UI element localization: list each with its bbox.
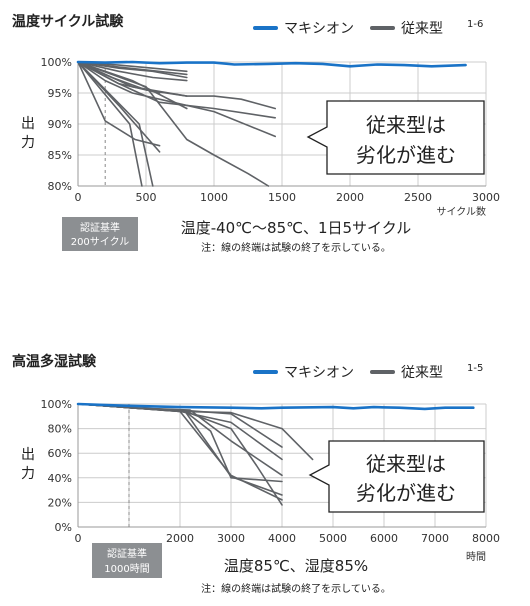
x-tick-label: 2500	[404, 191, 432, 204]
x-tick-label: 2000	[336, 191, 364, 204]
x-tick-label: 500	[136, 191, 157, 204]
y-tick-label: 80%	[48, 423, 72, 436]
y-axis-label-2: 力	[21, 466, 35, 482]
certification-label-2: 200サイクル	[71, 236, 130, 248]
chart-title: 温度サイクル試験	[12, 13, 124, 30]
series-line-conventional	[77, 403, 314, 461]
x-axis-unit-label: 時間	[466, 551, 486, 563]
series-line-conventional	[77, 61, 270, 187]
callout-bubble	[306, 100, 485, 175]
x-tick-label: 0	[75, 191, 82, 204]
legend-label-maxi: マキシオン	[284, 365, 354, 381]
y-tick-label: 60%	[48, 447, 72, 460]
y-tick-label: 95%	[48, 87, 72, 100]
callout-line-1: 従来型は	[366, 452, 446, 476]
x-tick-label: 4000	[268, 532, 296, 545]
series-line-maxi	[76, 60, 467, 68]
series-line-conventional	[77, 61, 188, 97]
x-tick-label: 6000	[370, 532, 398, 545]
x-tick-label: 1500	[268, 191, 296, 204]
axes: 80% 85% 90% 95% 100% 0 500 1000 1500 2000 2500 3000…	[41, 56, 500, 218]
legend-label-maxi: マキシオン	[284, 21, 354, 37]
y-axis-label-1: 出	[21, 447, 35, 463]
certification-box	[62, 217, 138, 251]
test-condition: 温度-40℃〜85℃、1日5サイクル	[181, 219, 412, 237]
callout-line-1: 従来型は	[366, 113, 446, 137]
certification-marker: 認証基準 200サイクル	[62, 217, 138, 251]
series-line-conventional	[77, 61, 143, 187]
certification-box	[92, 543, 162, 578]
series-line-conventional	[77, 61, 161, 147]
callout-bubble	[308, 440, 485, 513]
x-tick-label: 3000	[472, 191, 500, 204]
y-tick-label: 85%	[48, 149, 72, 162]
certification-marker: 認証基準 1000時間	[92, 543, 162, 578]
callout-line-2: 劣化が進む	[356, 481, 456, 505]
y-axis-label-2: 力	[21, 135, 35, 151]
x-tick-label: 8000	[472, 532, 500, 545]
certification-label-2: 1000時間	[104, 563, 149, 575]
y-tick-label: 100%	[41, 56, 72, 69]
chart-temperature-cycle: 温度サイクル試験 マキシオン 従来型 1-6 出 力 80% 85% 90% 95% 1…	[12, 13, 500, 254]
footnote: 注：線の終端は試験の終了を示している。	[201, 582, 391, 595]
x-tick-label: 7000	[421, 532, 449, 545]
legend-conv-superscript: 1-6	[467, 19, 483, 30]
callout: 従来型は 劣化が進む	[306, 100, 485, 175]
certification-label-1: 認証基準	[80, 221, 120, 234]
test-condition: 温度85℃、湿度85%	[224, 557, 368, 575]
y-tick-label: 20%	[48, 496, 72, 509]
x-tick-label: 2000	[166, 532, 194, 545]
legend-label-conv: 従来型	[401, 365, 443, 381]
y-tick-label: 40%	[48, 472, 72, 485]
axes: 0% 20% 40% 60% 80% 100% 0 2000 3000 4000 5000 6000 7…	[41, 398, 500, 563]
series-line-conventional	[77, 61, 188, 76]
footnote: 注：線の終端は試験の終了を示している。	[201, 241, 391, 254]
chart-title: 高温多湿試験	[12, 353, 97, 370]
y-tick-label: 0%	[55, 521, 72, 534]
series-line-conventional	[77, 61, 277, 110]
series-line-conventional	[77, 61, 161, 153]
y-tick-label: 90%	[48, 118, 72, 131]
series	[76, 60, 467, 187]
y-tick-label: 80%	[48, 180, 72, 193]
callout: 従来型は 劣化が進む	[308, 440, 485, 513]
x-tick-label: 1000	[200, 191, 228, 204]
y-axis-label-1: 出	[21, 116, 35, 132]
x-tick-label: 5000	[319, 532, 347, 545]
certification-label-1: 認証基準	[107, 547, 147, 560]
series-line-conventional	[77, 61, 188, 82]
series-line-conventional	[77, 61, 188, 110]
chart-damp-heat: 高温多湿試験 マキシオン 従来型 1-5 出 力 0% 20% 40% 60% 80% 1…	[12, 353, 500, 595]
series-line-maxi	[76, 402, 475, 411]
series-line-conventional	[77, 61, 277, 138]
x-tick-label: 0	[75, 532, 82, 545]
legend-label-conv: 従来型	[401, 21, 443, 37]
y-tick-label: 100%	[41, 398, 72, 411]
x-axis-unit-label: サイクル数	[437, 205, 487, 218]
callout-line-2: 劣化が進む	[356, 143, 456, 167]
legend-conv-superscript: 1-5	[467, 363, 483, 374]
x-tick-label: 3000	[217, 532, 245, 545]
series	[76, 402, 475, 506]
